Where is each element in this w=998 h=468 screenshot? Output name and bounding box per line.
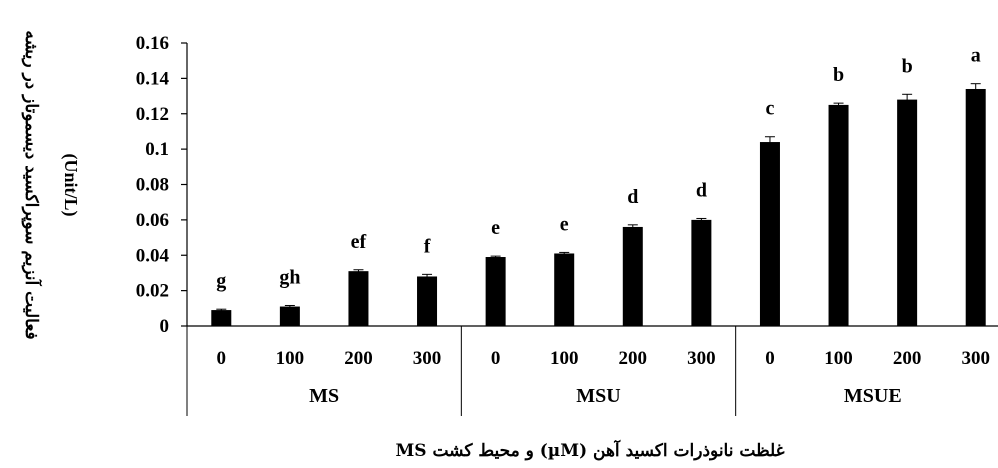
significance-label: g [216, 270, 226, 292]
significance-label: gh [279, 266, 300, 288]
significance-label: ef [351, 231, 367, 253]
category-label: 100 [276, 348, 305, 369]
y-tick-label: 0.1 [145, 139, 169, 160]
bar [485, 257, 506, 326]
y-tick-label: 0.08 [136, 175, 169, 196]
y-tick-label: 0.14 [136, 68, 170, 89]
y-tick-label: 0.04 [136, 245, 170, 266]
significance-label: d [627, 186, 638, 208]
category-label: 300 [687, 348, 716, 369]
significance-label: b [902, 55, 913, 77]
bar [897, 99, 918, 326]
y-tick-label: 0 [160, 316, 170, 337]
category-label: 300 [961, 348, 990, 369]
significance-label: f [424, 235, 431, 257]
significance-label: c [766, 98, 775, 120]
bar [279, 306, 300, 326]
significance-label: e [560, 213, 569, 235]
category-label: 0 [765, 348, 775, 369]
category-label: 200 [619, 348, 648, 369]
category-label: 200 [344, 348, 373, 369]
category-label: 0 [491, 348, 501, 369]
significance-label: d [696, 179, 707, 201]
category-label: 300 [413, 348, 442, 369]
bars: g gh ef f e e d d c b b a [211, 45, 986, 326]
significance-label: a [971, 45, 981, 67]
x-axis-title: غلظت نانوذرات اکسید آهن (µM) و محیط کشت … [395, 439, 784, 461]
x-axis: 0 100 200 300 MS 0 100 200 300 MSU 0 100 200 300 MSUE [186, 325, 998, 416]
group-label: MS [309, 385, 339, 407]
y-tick-label: 0.02 [136, 281, 169, 302]
category-label: 100 [550, 348, 579, 369]
y-tick-label: 0.12 [136, 104, 169, 125]
significance-label: b [833, 64, 844, 86]
bar [759, 142, 780, 326]
y-axis-title: فعالیت آنزیم سوپراکسید دیسموتاز در ریشه [21, 30, 43, 339]
bar [417, 276, 438, 326]
category-label: 100 [824, 348, 853, 369]
bar [348, 271, 369, 326]
y-axis-unit: (Unit/L) [60, 154, 81, 217]
group-label: MSU [576, 385, 620, 407]
significance-label: e [491, 217, 500, 239]
category-label: 0 [217, 348, 227, 369]
y-axis: 0 0.02 0.04 0.06 0.08 0.1 0.12 0.14 0.16 [136, 33, 188, 337]
y-tick-label: 0.06 [136, 210, 169, 231]
bar [691, 219, 712, 326]
y-tick-label: 0.16 [136, 33, 169, 54]
category-label: 200 [893, 348, 922, 369]
bar [211, 310, 232, 326]
group-label: MSUE [844, 385, 902, 407]
bar [965, 88, 986, 326]
bar [554, 253, 575, 326]
bar [622, 226, 643, 326]
bar [828, 104, 849, 326]
